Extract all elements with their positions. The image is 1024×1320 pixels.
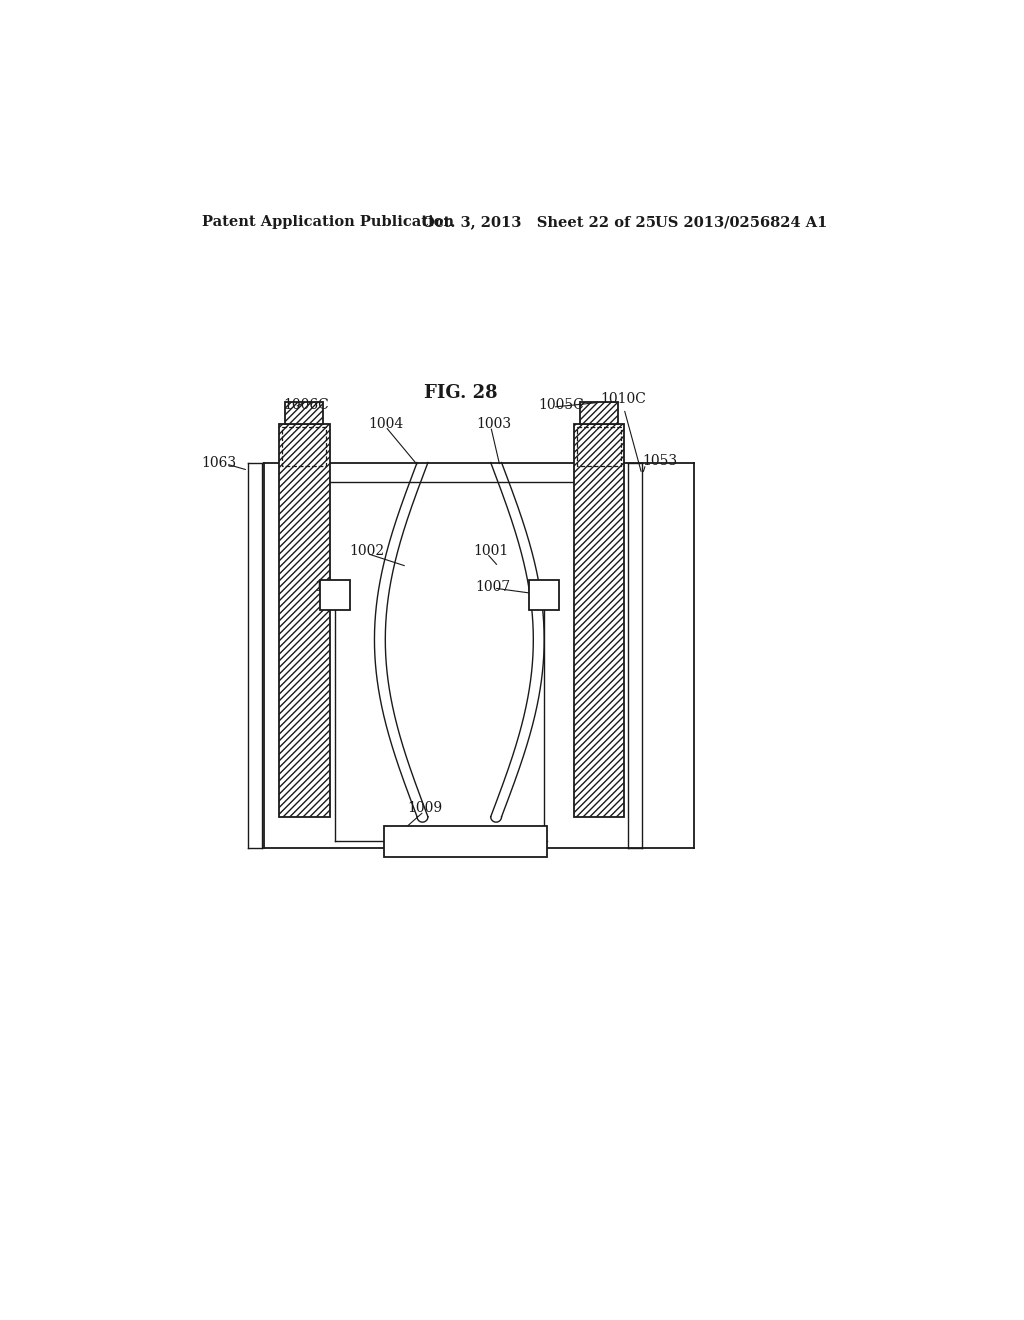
Text: Patent Application Publication: Patent Application Publication: [202, 215, 454, 230]
Bar: [321, 581, 349, 610]
Bar: [286, 403, 324, 424]
Bar: [280, 424, 330, 817]
Text: 1004: 1004: [369, 417, 403, 432]
Bar: [580, 403, 617, 424]
Text: US 2013/0256824 A1: US 2013/0256824 A1: [655, 215, 827, 230]
Text: 1010C: 1010C: [601, 392, 646, 407]
Text: 1009: 1009: [407, 800, 442, 814]
Text: 1003: 1003: [477, 417, 512, 432]
Text: FIG. 28: FIG. 28: [424, 384, 498, 403]
Text: 1053: 1053: [643, 454, 678, 469]
Text: 1005C: 1005C: [539, 397, 585, 412]
Bar: [283, 428, 327, 466]
Text: 1001: 1001: [473, 544, 508, 558]
Text: 1063: 1063: [202, 455, 237, 470]
Bar: [529, 581, 559, 610]
Text: 1002: 1002: [349, 544, 384, 558]
Text: 1007: 1007: [475, 579, 510, 594]
Text: 1006C: 1006C: [283, 397, 329, 412]
Text: Oct. 3, 2013   Sheet 22 of 25: Oct. 3, 2013 Sheet 22 of 25: [423, 215, 656, 230]
Text: 1008: 1008: [314, 579, 349, 594]
Bar: [577, 428, 621, 466]
Bar: [573, 424, 624, 817]
Bar: [384, 826, 547, 857]
